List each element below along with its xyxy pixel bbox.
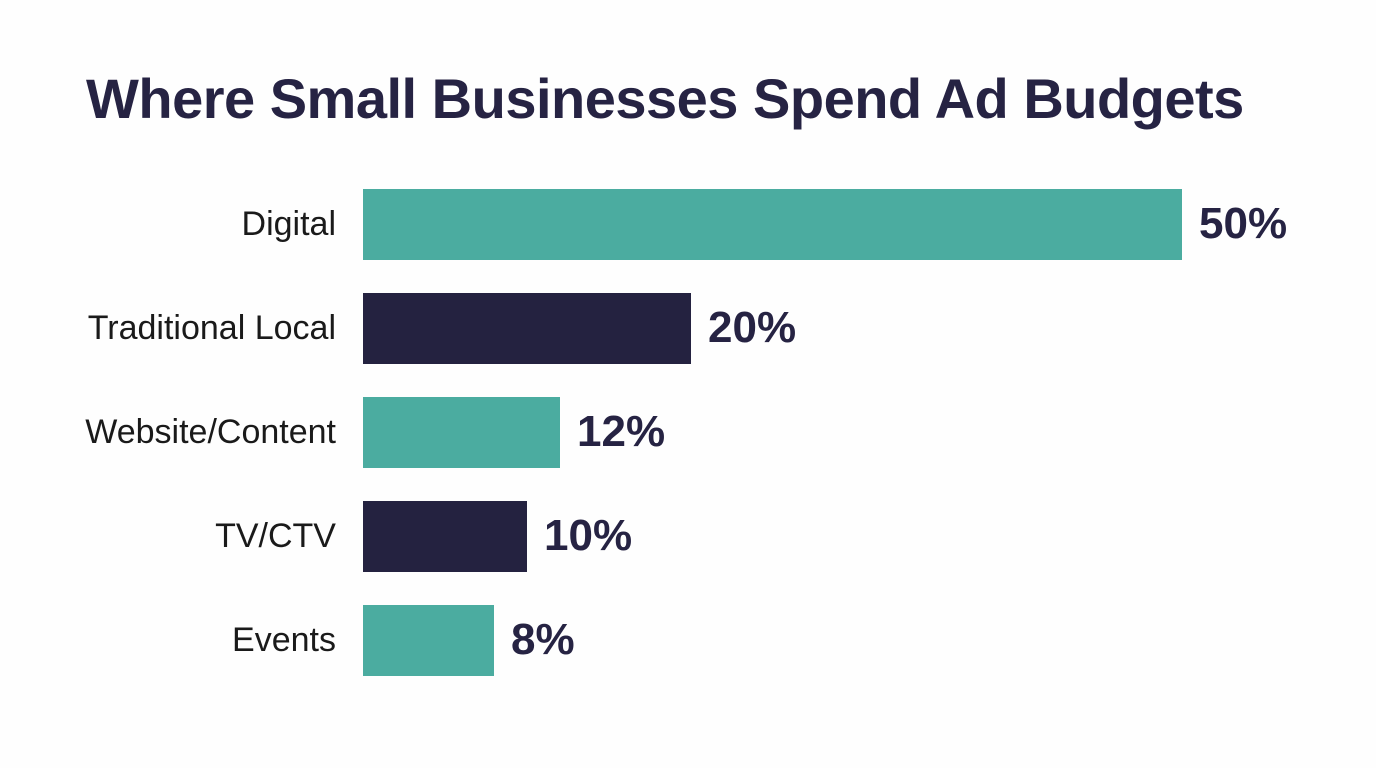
- bar-row: TV/CTV 10%: [0, 484, 1376, 588]
- bar: [363, 500, 527, 572]
- value-label: 10%: [544, 511, 633, 560]
- bar-row: Website/Content 12%: [0, 380, 1376, 484]
- bar: [363, 188, 1182, 260]
- category-label: Digital: [241, 204, 336, 243]
- category-label: Events: [232, 620, 336, 659]
- category-label: Website/Content: [85, 412, 336, 451]
- value-label: 12%: [577, 407, 666, 456]
- value-label: 50%: [1199, 199, 1288, 248]
- bar: [363, 292, 691, 364]
- bar: [363, 604, 494, 676]
- bar-row: Digital 50%: [0, 172, 1376, 276]
- chart-title: Where Small Businesses Spend Ad Budgets: [86, 67, 1244, 130]
- bar-row: Traditional Local 20%: [0, 276, 1376, 380]
- value-label: 20%: [708, 303, 797, 352]
- value-label: 8%: [511, 615, 575, 664]
- category-label: TV/CTV: [215, 516, 336, 555]
- bar-row: Events 8%: [0, 588, 1376, 692]
- category-label: Traditional Local: [87, 308, 336, 347]
- bar-chart: Digital 50% Traditional Local 20% Website/Co…: [0, 172, 1376, 692]
- bar: [363, 396, 560, 468]
